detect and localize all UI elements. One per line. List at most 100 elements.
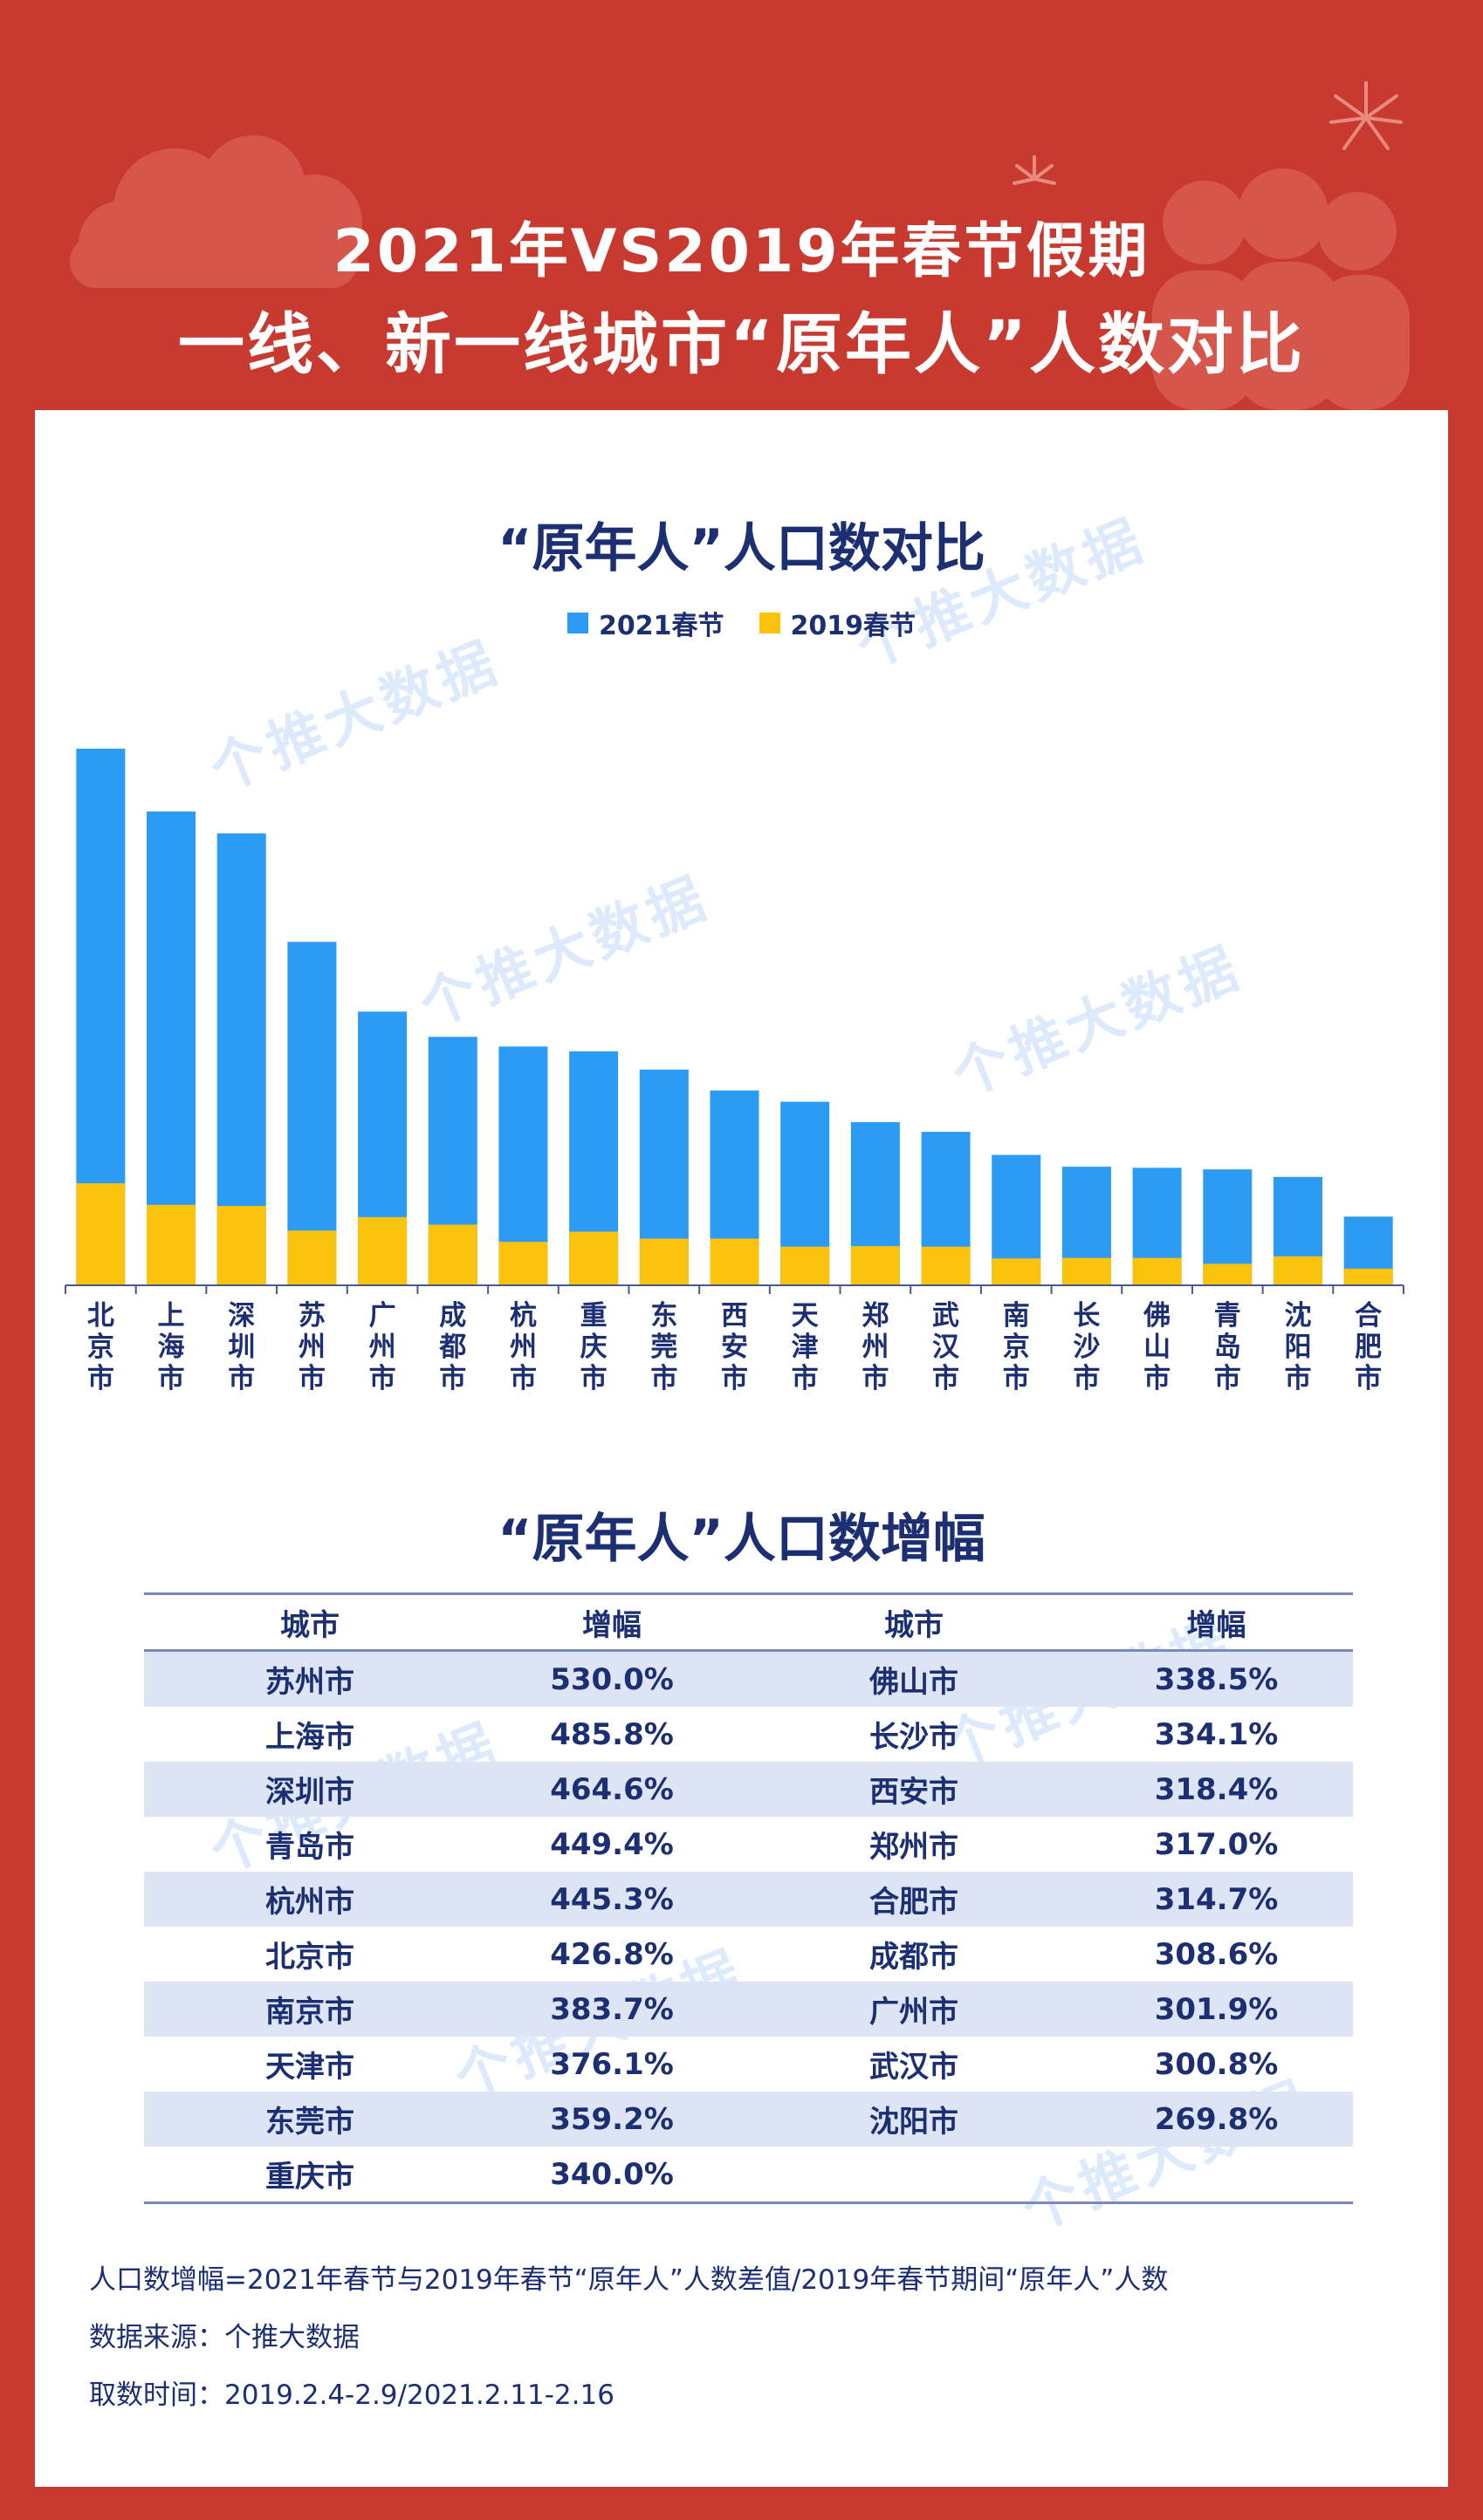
table-cell-city: 杭州市 (265, 1885, 354, 1920)
x-tick-label: 合肥市 (1355, 1300, 1382, 1394)
x-tick-label: 深圳市 (228, 1300, 255, 1394)
bar-chart: 北京市 上海市 深圳市 苏州市 广州市 成都市 杭州市 重庆市 东莞市 西安市 天津市 郑州市 武汉市 南… (65, 749, 1404, 1394)
legend-item-2021: 2021春节 (567, 604, 724, 642)
x-tick-label: 郑州市 (862, 1300, 889, 1394)
table-cell-city: 深圳市 (265, 1775, 354, 1810)
x-tick-label: 北京市 (87, 1300, 114, 1394)
content-card: 个推大数据 个推大数据 个推大数据 个推大数据 个推大数据 个推大数据 个推大数… (35, 410, 1448, 2487)
bar-2019 (639, 1238, 689, 1285)
table-body: 苏州市 530.0% 佛山市 338.5% 上海市 485.8% 长沙市 334.1% 深圳市 4… (144, 1652, 1353, 2202)
x-tick-label: 杭州市 (510, 1300, 537, 1394)
note-formula: 人口数增幅=2021年春节与2019年春节“原年人”人数差值/2019年春节期间… (89, 2264, 1169, 2296)
chart-title: “原年人”人口数对比 (498, 518, 985, 579)
x-tick-label: 沈阳市 (1284, 1300, 1311, 1394)
table-cell-city: 重庆市 (265, 2160, 354, 2195)
table-cell-growth: 308.6% (1154, 1936, 1279, 1972)
legend-swatch-2021 (567, 613, 588, 633)
x-tick-label: 苏州市 (299, 1300, 326, 1394)
x-tick-label: 青岛市 (1214, 1300, 1241, 1394)
x-tick-label: 佛山市 (1143, 1300, 1171, 1394)
bar-2019 (921, 1246, 971, 1285)
table-cell-growth: 340.0% (550, 2156, 674, 2192)
table-cell-city: 沈阳市 (869, 2105, 958, 2140)
table-cell-growth: 301.9% (1154, 1991, 1279, 2027)
table-cell-growth: 317.0% (1154, 1826, 1279, 1862)
chart-legend: 2021春节 2019春节 (35, 604, 1448, 642)
x-tick-label: 重庆市 (580, 1300, 608, 1394)
table-cell-city: 佛山市 (869, 1665, 958, 1700)
bar-2021 (287, 942, 337, 1285)
table-cell-city: 天津市 (265, 2050, 354, 2085)
page-title-line2: 一线、新一线城市“原年人”人数对比 (178, 305, 1305, 383)
table-row: 上海市 485.8% 长沙市 334.1% (144, 1707, 1353, 1762)
table-cell-city: 广州市 (869, 1995, 958, 2030)
table-cell-city: 青岛市 (265, 1830, 354, 1865)
table-cell-growth: 314.7% (1154, 1881, 1279, 1917)
table-cell-growth: 426.8% (550, 1936, 674, 1972)
table-cell-growth: 318.4% (1154, 1771, 1279, 1807)
bar-2019 (710, 1238, 759, 1285)
table-cell-city: 西安市 (869, 1775, 958, 1810)
bar-2019 (780, 1246, 830, 1285)
bar-2019 (569, 1231, 619, 1285)
table-cell-growth: 300.8% (1154, 2046, 1279, 2082)
bar-2019 (498, 1242, 548, 1285)
x-tick-label: 西安市 (721, 1300, 748, 1394)
table-cell-city: 郑州市 (869, 1830, 958, 1865)
x-tick-label: 成都市 (438, 1300, 466, 1394)
bar-2019 (216, 1205, 266, 1285)
x-tick-label: 广州市 (369, 1300, 396, 1394)
bar-2019 (1343, 1268, 1393, 1285)
header-decoration (70, 81, 1410, 410)
table-cell-city: 东莞市 (265, 2105, 354, 2140)
bar-2019 (1132, 1257, 1182, 1285)
legend-swatch-2019 (759, 613, 780, 633)
table-row: 深圳市 464.6% 西安市 318.4% (144, 1762, 1353, 1817)
table-row: 重庆市 340.0% (144, 2147, 1353, 2202)
table-row: 南京市 383.7% 广州市 301.9% (144, 1982, 1353, 2037)
table-cell-city: 上海市 (265, 1720, 354, 1755)
table-header-growth: 增幅 (1186, 1607, 1246, 1643)
x-tick-label: 东莞市 (650, 1300, 677, 1394)
table-cell-growth: 334.1% (1154, 1716, 1279, 1752)
bar-2019 (428, 1224, 477, 1285)
table-cell-growth: 359.2% (550, 2101, 674, 2137)
bar-2019 (76, 1183, 126, 1285)
table-cell-growth: 464.6% (550, 1771, 674, 1807)
legend-item-2019: 2019春节 (759, 604, 917, 642)
note-source: 数据来源：个推大数据 (89, 2322, 360, 2353)
note-period: 取数时间：2019.2.4-2.9/2021.2.11-2.16 (89, 2380, 614, 2411)
table-title: “原年人”人口数增幅 (498, 1509, 985, 1570)
table-row: 杭州市 445.3% 合肥市 314.7% (144, 1872, 1353, 1927)
legend-label-2019: 2019春节 (790, 611, 917, 641)
table-cell-city: 南京市 (265, 1995, 354, 2030)
table-cell-growth: 485.8% (550, 1716, 674, 1752)
table-cell-city: 合肥市 (869, 1885, 958, 1920)
table-row: 东莞市 359.2% 沈阳市 269.8% (144, 2092, 1353, 2147)
table-cell-growth: 445.3% (550, 1881, 674, 1917)
bar-2019 (147, 1204, 196, 1285)
bar-2019 (850, 1246, 900, 1285)
table-row: 天津市 376.1% 武汉市 300.8% (144, 2037, 1353, 2092)
bar-2019 (992, 1258, 1041, 1285)
table-cell-city: 苏州市 (265, 1665, 354, 1700)
table-cell-growth: 383.7% (550, 1991, 674, 2027)
table-cell-growth: 376.1% (550, 2046, 674, 2082)
table-cell-city: 长沙市 (869, 1720, 958, 1755)
x-tick-label: 长沙市 (1073, 1300, 1100, 1394)
table-bottom-rule (144, 2202, 1353, 2204)
x-tick-label: 武汉市 (932, 1300, 960, 1394)
x-tick-label: 天津市 (792, 1300, 819, 1394)
x-tick-label: 上海市 (158, 1300, 185, 1394)
table-header-city: 城市 (884, 1607, 944, 1643)
table-cell-growth: 530.0% (550, 1661, 674, 1697)
table-row: 北京市 426.8% 成都市 308.6% (144, 1927, 1353, 1982)
table-header-city: 城市 (280, 1607, 340, 1643)
x-tick-label: 南京市 (1003, 1300, 1030, 1394)
table-header-row: 城市 增幅 城市 增幅 (144, 1592, 1353, 1652)
header-banner: 2021年VS2019年春节假期 一线、新一线城市“原年人”人数对比 (0, 0, 1483, 410)
table-cell-city: 武汉市 (869, 2050, 958, 2085)
page-title-line1: 2021年VS2019年春节假期 (333, 217, 1150, 286)
bar-2019 (287, 1230, 337, 1285)
bar-2019 (1273, 1256, 1322, 1285)
